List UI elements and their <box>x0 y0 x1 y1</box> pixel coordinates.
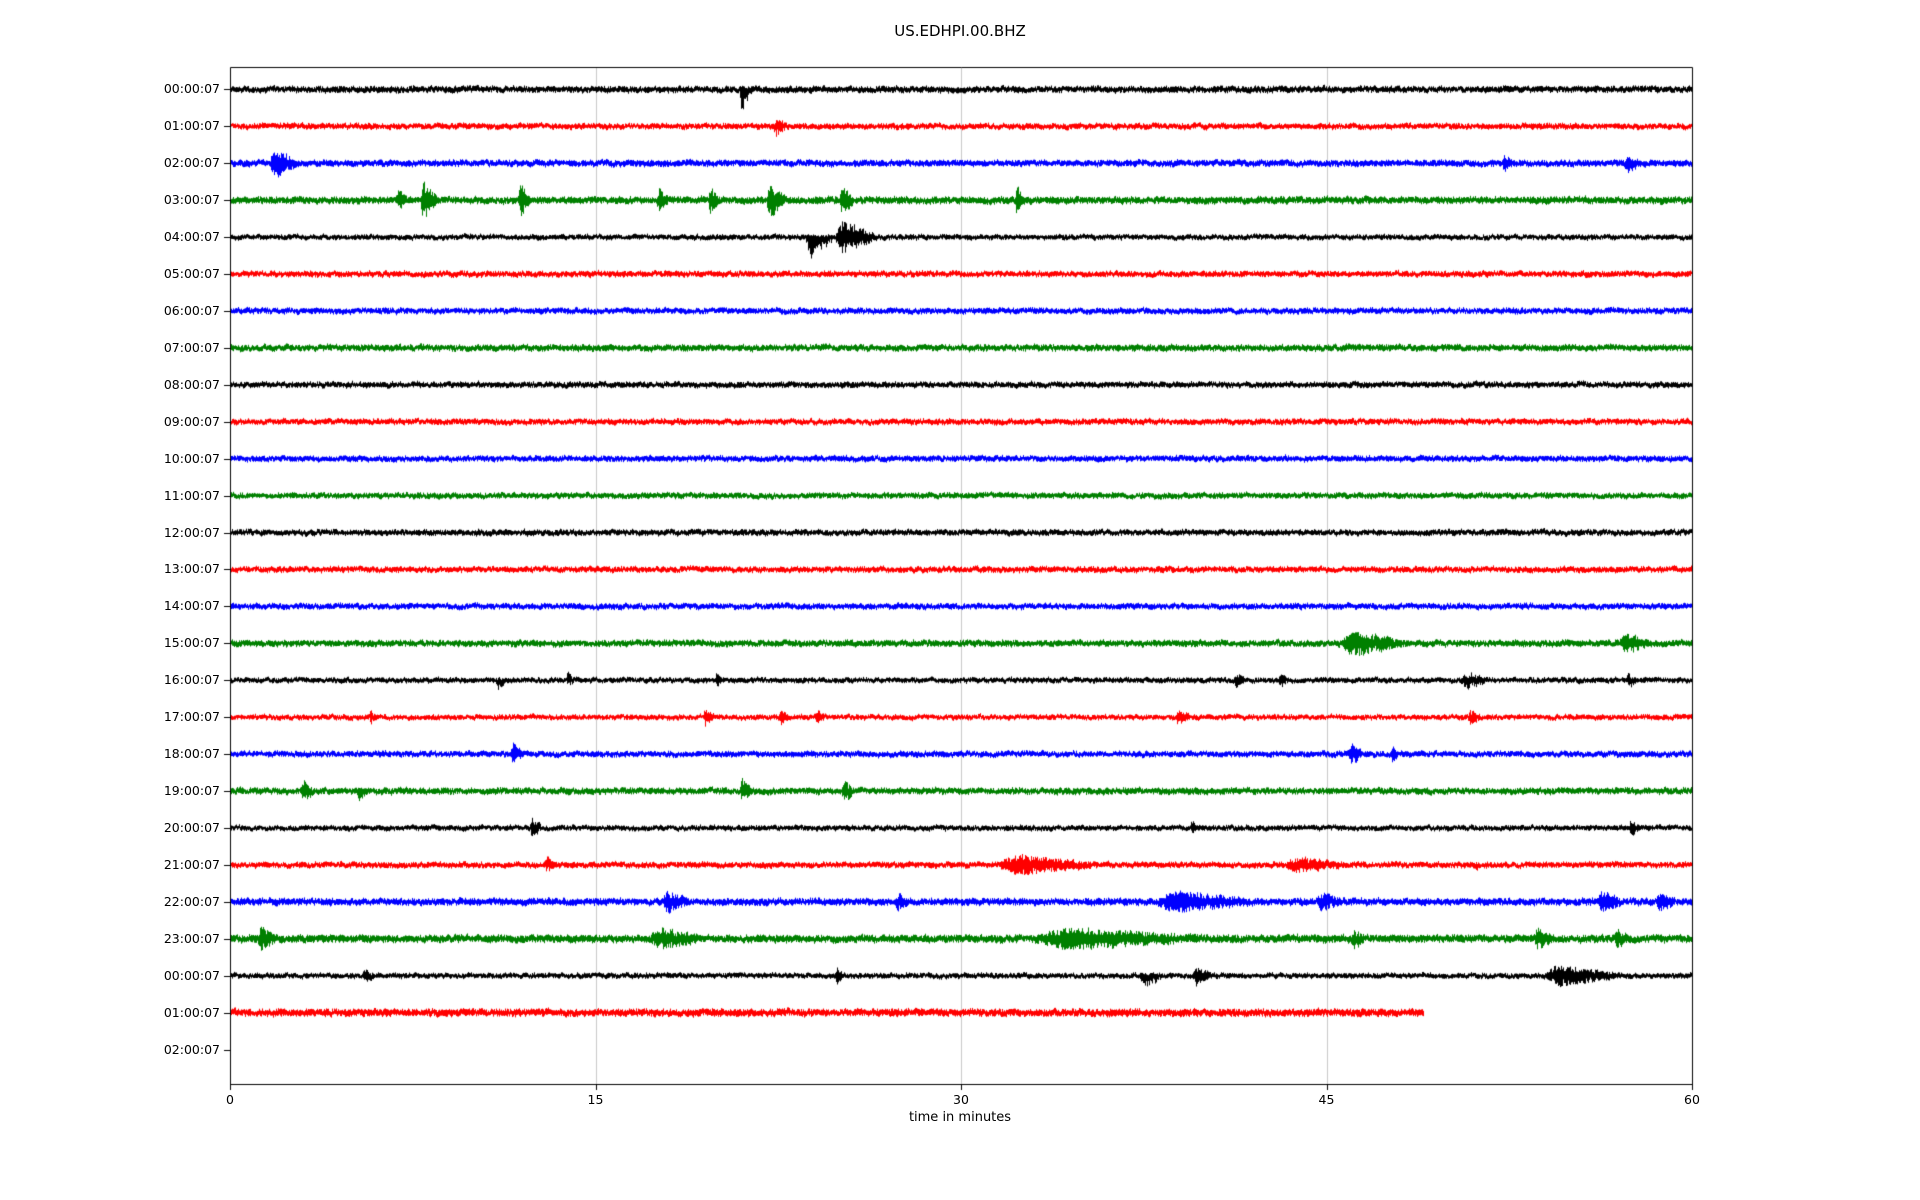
row-label: 11:00:07 <box>163 487 220 503</box>
row-label: 12:00:07 <box>163 524 220 540</box>
row-label: 05:00:07 <box>163 266 220 282</box>
x-tick-label: 60 <box>1684 1092 1700 1107</box>
row-label: 00:00:07 <box>163 967 220 983</box>
x-tick-label: 45 <box>1318 1092 1335 1107</box>
x-tick-label: 0 <box>226 1092 234 1107</box>
row-label: 13:00:07 <box>163 561 220 577</box>
row-label: 17:00:07 <box>163 709 220 725</box>
row-label: 04:00:07 <box>163 229 220 245</box>
row-label: 10:00:07 <box>163 450 220 466</box>
row-label: 09:00:07 <box>163 413 220 429</box>
row-label: 23:00:07 <box>163 930 220 946</box>
row-label: 06:00:07 <box>163 302 220 318</box>
row-label: 18:00:07 <box>163 746 220 762</box>
row-label: 15:00:07 <box>163 635 220 651</box>
row-label: 22:00:07 <box>163 893 220 909</box>
row-label: 19:00:07 <box>163 783 220 799</box>
row-label: 02:00:07 <box>163 1041 220 1057</box>
x-tick-label: 15 <box>587 1092 604 1107</box>
row-label: 01:00:07 <box>163 118 220 134</box>
row-label: 07:00:07 <box>163 339 220 355</box>
row-label: 16:00:07 <box>163 672 220 688</box>
row-label: 14:00:07 <box>163 598 220 614</box>
row-label: 20:00:07 <box>163 820 220 835</box>
row-label: 00:00:07 <box>163 81 220 97</box>
row-label: 08:00:07 <box>163 376 220 392</box>
row-label: 01:00:07 <box>163 1004 220 1020</box>
row-label: 03:00:07 <box>163 192 220 208</box>
row-label: 21:00:07 <box>163 856 220 872</box>
x-axis-label: time in minutes <box>908 1110 1012 1125</box>
row-label: 02:00:07 <box>163 155 220 171</box>
x-tick-label: 30 <box>953 1092 969 1107</box>
